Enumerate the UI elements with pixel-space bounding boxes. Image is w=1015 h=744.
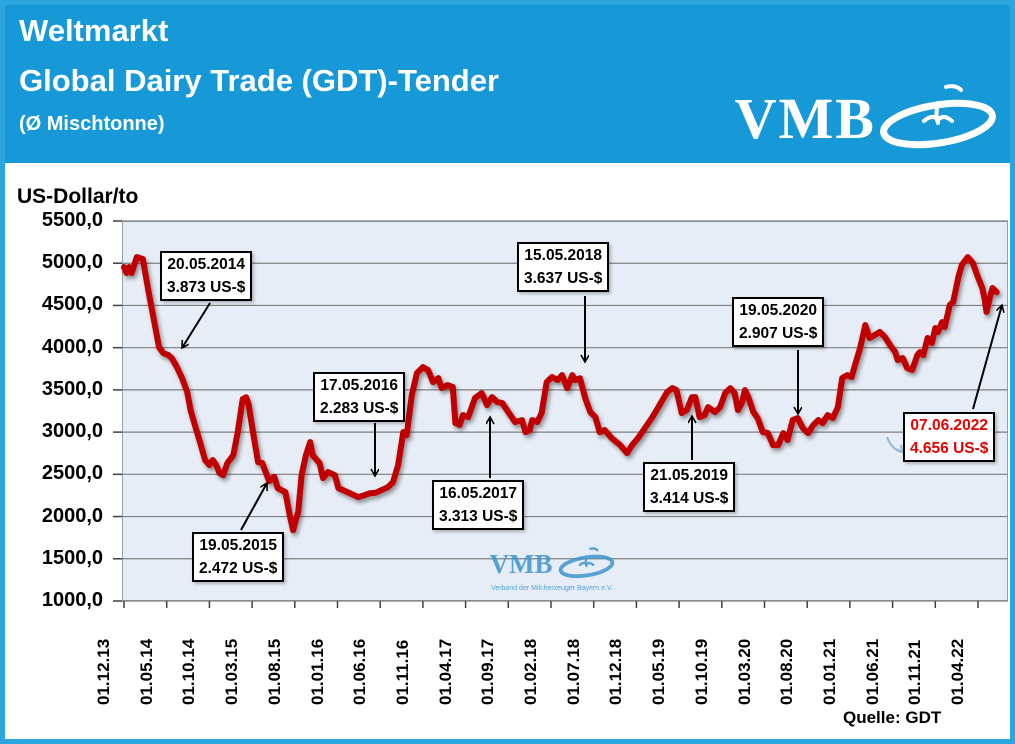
x-tick-label: 01.10.19 xyxy=(691,638,711,705)
x-tick-label: 01.08.20 xyxy=(777,638,797,705)
annotation-date: 07.06.2022 xyxy=(910,417,988,434)
header-banner: Weltmarkt Global Dairy Trade (GDT)-Tende… xyxy=(5,5,1010,163)
annotation-date: 17.05.2016 xyxy=(320,377,398,394)
annotation-value: 2.907 US-$ xyxy=(739,325,818,342)
y-tick-label: 2000,0 xyxy=(41,504,103,527)
annotation-box: 19.05.2020 2.907 US-$ xyxy=(732,297,825,347)
price-line xyxy=(121,254,1000,534)
x-tick-label: 01.12.18 xyxy=(606,638,626,705)
annotation-box: 17.05.2016 2.283 US-$ xyxy=(313,372,406,422)
annotation-date: 16.05.2017 xyxy=(439,485,517,502)
x-tick-label: 01.03.15 xyxy=(222,638,242,705)
page-subtitle: Global Dairy Trade (GDT)-Tender xyxy=(19,63,500,98)
annotation-date: 15.05.2018 xyxy=(524,247,602,264)
vmb-watermark-subtext: Verband der Milcherzeuger Bayern e.V. xyxy=(491,585,613,592)
blue-mark-icon xyxy=(886,436,904,454)
x-tick-label: 01.04.17 xyxy=(435,638,455,705)
y-tick-label: 3500,0 xyxy=(41,377,103,400)
x-tick-label: 01.01.21 xyxy=(819,638,839,705)
annotation-date: 19.05.2015 xyxy=(199,537,277,554)
y-tick-label: 1000,0 xyxy=(41,589,103,611)
y-tick-label: 1500,0 xyxy=(41,546,103,569)
y-tick-label: 5500,0 xyxy=(41,209,103,231)
x-tick-label: 01.08.15 xyxy=(264,638,284,705)
page-subtitle-unit: (Ø Mischtonne) xyxy=(19,113,165,135)
x-tick-label: 01.11.21 xyxy=(905,639,925,705)
x-tick-label: 01.01.16 xyxy=(307,638,327,705)
annotation-value: 3.414 US-$ xyxy=(650,490,729,507)
y-axis-title: US-Dollar/to xyxy=(17,185,139,208)
y-tick-label: 2500,0 xyxy=(41,462,103,485)
x-tick-label: 01.06.21 xyxy=(862,638,882,705)
x-tick-label: 01.05.14 xyxy=(136,638,156,705)
annotation-value: 3.873 US-$ xyxy=(167,279,246,296)
y-tick-label: 3000,0 xyxy=(41,420,103,443)
x-tick-label: 01.05.19 xyxy=(649,638,669,705)
annotation-value: 3.637 US-$ xyxy=(524,270,603,287)
vmb-watermark: VMB Verband der Milcherzeuger Bayern e.V… xyxy=(467,545,637,592)
y-tick-label: 4000,0 xyxy=(41,335,103,358)
x-tick-label: 01.10.14 xyxy=(179,638,199,705)
annotation-box: 15.05.2018 3.637 US-$ xyxy=(517,242,610,292)
annotation-box: 19.05.2015 2.472 US-$ xyxy=(192,532,285,582)
page-title: Weltmarkt xyxy=(19,13,169,48)
y-tick-label: 5000,0 xyxy=(41,251,103,274)
annotation-value: 2.472 US-$ xyxy=(199,560,278,577)
x-tick-label: 01.11.16 xyxy=(392,639,412,705)
annotation-value: 2.283 US-$ xyxy=(320,400,399,417)
x-tick-label: 01.02.18 xyxy=(521,638,540,705)
vmb-watermark-swirl-icon xyxy=(558,547,614,579)
y-tick-label: 4500,0 xyxy=(41,293,103,316)
x-tick-label: 01.06.16 xyxy=(350,638,370,705)
vmb-swirl-icon xyxy=(880,84,996,149)
annotation-box: 16.05.2017 3.313 US-$ xyxy=(432,480,525,530)
vmb-logo-text: VMB xyxy=(734,86,876,151)
annotation-box: 20.05.2014 3.873 US-$ xyxy=(160,251,253,301)
annotation-arrows xyxy=(182,296,1002,531)
vmb-logo: VMB xyxy=(735,79,998,159)
annotation-box: 07.06.2022 4.656 US-$ xyxy=(903,412,996,462)
annotation-box: 21.05.2019 3.414 US-$ xyxy=(643,462,736,512)
x-tick-label: 01.03.20 xyxy=(734,638,754,705)
source-label: Quelle: GDT xyxy=(843,708,942,727)
x-tick-label: 01.12.13 xyxy=(94,638,113,705)
annotation-value: 4.656 US-$ xyxy=(910,440,989,457)
x-tick-label: 01.04.22 xyxy=(948,638,967,705)
annotation-date: 19.05.2020 xyxy=(739,302,817,319)
annotation-value: 3.313 US-$ xyxy=(439,508,518,525)
axis-ticks xyxy=(113,220,979,608)
vmb-watermark-text: VMB xyxy=(489,548,553,579)
x-tick-label: 01.09.17 xyxy=(478,638,498,705)
annotation-date: 20.05.2014 xyxy=(167,256,245,273)
x-tick-label: 01.07.18 xyxy=(563,638,583,705)
gdt-line-chart xyxy=(113,220,1008,608)
annotation-date: 21.05.2019 xyxy=(650,467,728,484)
